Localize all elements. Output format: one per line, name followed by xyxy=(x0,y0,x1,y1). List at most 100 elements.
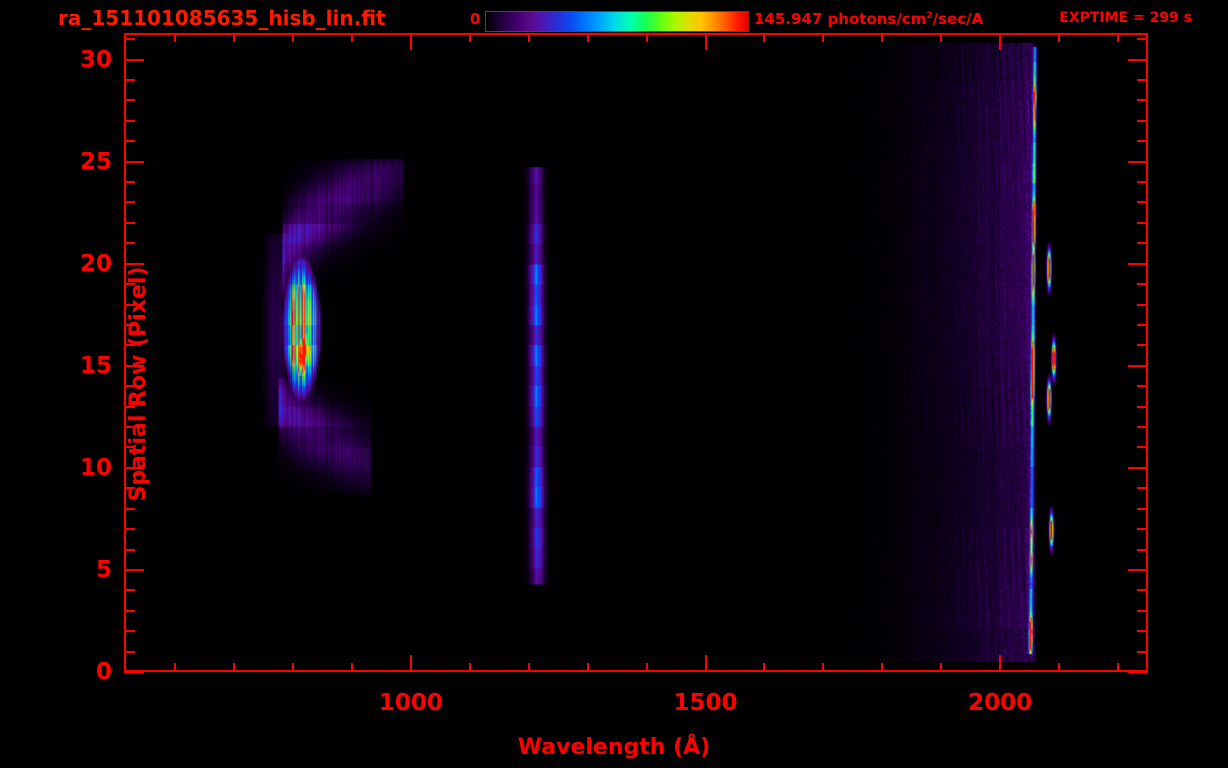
y-tick-right xyxy=(1137,140,1148,143)
y-tick xyxy=(124,242,135,245)
x-tick-top xyxy=(174,33,177,42)
y-tick xyxy=(124,262,144,265)
y-tick xyxy=(124,426,135,429)
page-title: ra_151101085635_hisb_lin.fit xyxy=(58,6,386,30)
y-tick-right xyxy=(1137,283,1148,286)
y-tick-right xyxy=(1137,242,1148,245)
y-axis-title: Spatial Row (Pixel) xyxy=(126,266,152,502)
x-tick xyxy=(233,663,236,672)
y-tick xyxy=(124,140,135,143)
x-tick xyxy=(999,655,1002,672)
x-tick-label: 1000 xyxy=(378,690,443,716)
y-tick xyxy=(124,487,135,490)
y-tick xyxy=(124,38,135,41)
y-tick xyxy=(124,181,135,184)
y-tick-right xyxy=(1137,507,1148,510)
y-tick xyxy=(124,323,135,326)
y-tick-right xyxy=(1128,671,1148,673)
colorbar-units-pre: photons/cm xyxy=(822,10,927,28)
y-tick-right xyxy=(1128,364,1148,367)
y-tick-right xyxy=(1128,568,1148,571)
y-tick-right xyxy=(1137,487,1148,490)
x-tick-top xyxy=(1058,33,1061,42)
x-tick xyxy=(468,663,471,672)
y-tick-right xyxy=(1137,528,1148,531)
y-tick-right xyxy=(1137,78,1148,81)
x-tick xyxy=(1116,663,1119,672)
x-tick xyxy=(1058,663,1061,672)
x-tick-top xyxy=(822,33,825,42)
x-axis-title: Wavelength (Å) xyxy=(517,735,711,760)
y-tick-right xyxy=(1137,38,1148,41)
x-tick-top xyxy=(704,33,707,50)
x-tick-top xyxy=(1116,33,1119,42)
x-tick-top xyxy=(586,33,589,42)
x-tick xyxy=(174,663,177,672)
y-tick xyxy=(124,385,135,388)
y-tick-right xyxy=(1137,323,1148,326)
y-tick-right xyxy=(1137,426,1148,429)
y-tick-label: 25 xyxy=(79,148,112,175)
x-tick-top xyxy=(940,33,943,42)
y-tick-right xyxy=(1137,548,1148,551)
y-tick xyxy=(124,671,144,673)
y-tick xyxy=(124,609,135,612)
y-tick xyxy=(124,221,135,224)
spectrogram-plot-area xyxy=(124,33,1148,672)
y-tick-right xyxy=(1137,99,1148,102)
y-tick xyxy=(124,650,135,653)
colorbar-max-label: 145.947 photons/cm2/sec/A xyxy=(754,10,983,28)
x-tick-top xyxy=(881,33,884,42)
x-tick xyxy=(409,655,412,672)
x-tick xyxy=(763,663,766,672)
y-tick xyxy=(124,446,135,449)
y-tick xyxy=(124,507,135,510)
y-tick-right xyxy=(1137,344,1148,347)
y-tick-right xyxy=(1128,160,1148,163)
x-tick-top xyxy=(233,33,236,42)
x-tick xyxy=(645,663,648,672)
y-tick xyxy=(124,466,144,469)
y-tick-right xyxy=(1137,609,1148,612)
y-tick xyxy=(124,344,135,347)
y-tick-right xyxy=(1128,58,1148,61)
y-tick xyxy=(124,283,135,286)
x-tick xyxy=(292,663,295,672)
colorbar-units-exponent: 2 xyxy=(926,11,933,21)
y-tick xyxy=(124,364,144,367)
x-tick-top xyxy=(527,33,530,42)
y-tick xyxy=(124,119,135,122)
y-tick xyxy=(124,201,135,204)
x-tick xyxy=(586,663,589,672)
x-tick xyxy=(351,663,353,672)
y-tick-label: 5 xyxy=(95,556,112,583)
y-tick xyxy=(124,405,135,408)
y-tick xyxy=(124,528,135,531)
y-tick xyxy=(124,99,135,102)
y-tick-right xyxy=(1137,303,1148,306)
y-tick-label: 0 xyxy=(95,659,112,685)
x-tick-top xyxy=(645,33,648,42)
colorbar-max-value: 145.947 xyxy=(754,10,823,28)
x-tick xyxy=(527,663,530,672)
y-tick-label: 30 xyxy=(79,46,112,73)
x-tick-label: 1500 xyxy=(673,690,738,716)
exptime-label: EXPTIME = 299 s xyxy=(1059,10,1192,26)
x-tick-top xyxy=(351,33,353,42)
x-tick-label: 2000 xyxy=(968,690,1033,716)
y-tick xyxy=(124,568,144,571)
y-tick-right xyxy=(1128,466,1148,469)
y-tick-right xyxy=(1128,262,1148,265)
y-tick-right xyxy=(1137,405,1148,408)
x-tick xyxy=(940,663,943,672)
y-tick-label: 20 xyxy=(79,250,112,277)
y-tick-right xyxy=(1137,385,1148,388)
x-tick-top xyxy=(292,33,295,42)
y-tick-right xyxy=(1137,201,1148,204)
x-tick-top xyxy=(409,33,412,50)
y-tick xyxy=(124,58,144,61)
x-tick-top xyxy=(999,33,1002,50)
colorbar xyxy=(485,11,749,32)
spectrogram-image xyxy=(126,35,1146,670)
y-tick-label: 15 xyxy=(79,352,112,379)
